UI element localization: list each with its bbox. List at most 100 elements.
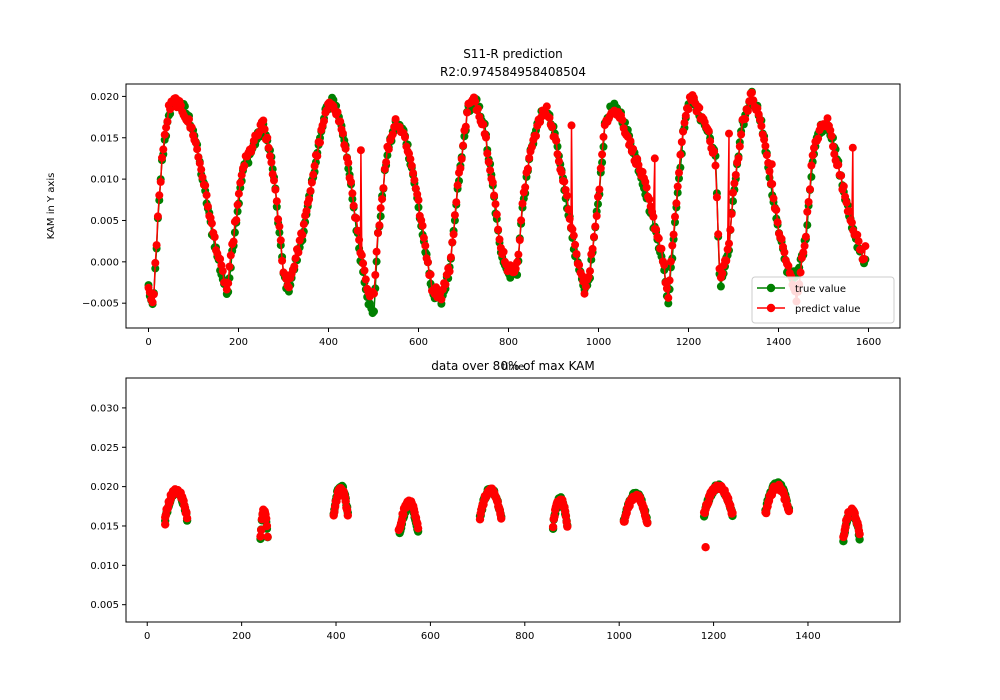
data-point xyxy=(158,153,166,162)
data-point xyxy=(499,247,508,256)
data-point xyxy=(642,183,651,192)
data-point xyxy=(156,177,165,186)
data-point xyxy=(807,161,816,170)
y-tick-label: 0.020 xyxy=(90,482,119,493)
y-tick-label: 0.000 xyxy=(90,257,119,268)
data-point xyxy=(193,145,202,154)
data-point xyxy=(803,207,812,216)
top-y-axis-label: KAM in Y axis xyxy=(46,173,57,240)
data-point xyxy=(511,264,520,273)
data-point xyxy=(650,154,659,163)
data-point xyxy=(256,532,265,541)
y-tick-label: 0.015 xyxy=(90,133,119,144)
x-tick-label: 1200 xyxy=(676,337,701,348)
data-point xyxy=(837,171,846,180)
data-point xyxy=(316,138,324,147)
data-point xyxy=(414,196,423,205)
data-point xyxy=(372,247,381,256)
data-point xyxy=(371,271,380,279)
x-tick-label: 800 xyxy=(515,631,534,642)
data-point xyxy=(629,145,638,153)
data-point xyxy=(488,178,497,187)
top-y-ticks: −0.005 0.000 0.005 0.010 0.015 0.020 xyxy=(82,92,126,310)
data-point xyxy=(471,97,480,106)
data-point xyxy=(421,241,430,250)
data-point xyxy=(380,165,389,174)
x-tick-label: 1600 xyxy=(856,337,881,348)
data-point xyxy=(716,282,725,291)
data-point xyxy=(406,155,415,164)
data-point xyxy=(226,251,235,260)
data-point xyxy=(514,250,523,259)
data-point xyxy=(568,225,577,234)
data-point xyxy=(272,197,281,206)
data-point xyxy=(643,518,652,528)
data-point xyxy=(796,268,805,277)
data-point xyxy=(806,185,814,194)
data-point xyxy=(712,193,721,202)
data-point xyxy=(307,178,316,187)
data-point xyxy=(163,117,172,126)
data-point xyxy=(234,189,243,198)
data-point xyxy=(773,218,782,227)
top-legend: true value predict value xyxy=(751,276,895,324)
data-point xyxy=(409,169,418,178)
data-point xyxy=(823,114,832,123)
data-point xyxy=(276,236,285,245)
data-point xyxy=(532,132,540,140)
data-point xyxy=(359,259,368,268)
data-point xyxy=(263,133,272,142)
data-point xyxy=(780,248,789,257)
data-point xyxy=(592,212,601,220)
data-point xyxy=(355,235,364,244)
data-point xyxy=(814,134,823,143)
y-tick-label: 0.015 xyxy=(90,521,119,532)
data-point xyxy=(853,230,862,239)
data-point xyxy=(266,152,274,161)
legend-predict-label: predict value xyxy=(795,304,860,315)
data-point xyxy=(341,497,350,506)
data-point xyxy=(727,209,736,218)
data-point xyxy=(743,106,752,115)
data-point xyxy=(494,225,503,234)
x-tick-label: 0 xyxy=(144,631,150,642)
top-chart-title-line2: R2:0.974584958408504 xyxy=(440,65,586,79)
data-point xyxy=(586,267,594,276)
data-point xyxy=(491,200,500,209)
data-point xyxy=(155,191,164,200)
data-point xyxy=(497,514,506,523)
data-point xyxy=(521,183,530,192)
data-point xyxy=(726,225,735,234)
data-point xyxy=(268,170,277,179)
data-point xyxy=(701,543,710,552)
x-tick-label: 800 xyxy=(499,337,518,348)
data-point xyxy=(679,127,688,136)
data-point xyxy=(734,154,743,163)
data-point xyxy=(517,216,526,225)
data-point xyxy=(756,115,764,124)
data-point xyxy=(302,207,311,215)
data-point xyxy=(654,234,663,243)
data-point xyxy=(185,115,193,124)
data-point xyxy=(665,276,674,285)
data-point xyxy=(148,298,157,307)
data-point xyxy=(341,144,350,153)
data-point xyxy=(260,125,269,134)
data-point xyxy=(166,105,175,114)
data-point xyxy=(839,182,848,191)
data-point xyxy=(202,191,211,200)
data-point xyxy=(452,198,461,207)
data-point xyxy=(194,153,203,162)
data-point xyxy=(232,216,241,225)
data-point xyxy=(271,185,280,194)
data-point xyxy=(855,529,864,539)
data-point xyxy=(645,195,654,204)
data-point xyxy=(486,166,495,175)
data-point xyxy=(484,158,493,166)
data-point xyxy=(187,123,196,132)
data-point xyxy=(525,154,534,162)
data-point xyxy=(361,275,370,284)
data-point xyxy=(772,205,781,214)
data-point xyxy=(572,250,581,258)
data-point xyxy=(473,104,482,113)
